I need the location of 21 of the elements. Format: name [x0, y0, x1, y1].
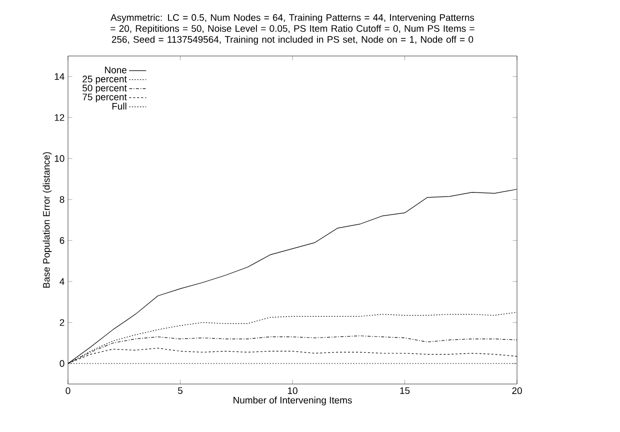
y-tick-label: 0: [60, 360, 64, 367]
legend-label: 75 percent: [82, 94, 127, 102]
x-axis-title: Number of Intervening Items: [234, 396, 352, 406]
x-tick-label: 10: [288, 387, 298, 394]
y-tick-label: 2: [60, 319, 64, 326]
legend-label: 25 percent: [82, 76, 127, 84]
x-tick-label: 15: [400, 387, 410, 394]
y-tick-label: 6: [60, 237, 64, 244]
y-tick-label: 8: [60, 196, 64, 203]
y-tick-label: 12: [54, 114, 64, 121]
legend-label: 50 percent: [82, 84, 127, 94]
legend-label: None: [105, 66, 126, 74]
y-tick-label: 14: [54, 73, 64, 80]
y-tick-label: 4: [60, 278, 64, 285]
x-tick-label: 20: [512, 387, 522, 394]
y-axis-title: Base Population Error (distance): [42, 152, 52, 288]
y-tick-label: 10: [54, 155, 64, 162]
x-tick-label: 5: [178, 387, 182, 394]
x-tick-label: 0: [66, 387, 70, 394]
legend-label: Full: [112, 102, 126, 110]
chart-title: Asymmetric: LC = 0.5, Num Nodes = 64, Training Patterns = 44, Intervening Patterns = 20, Repititions = 50, Noise Level = 0.05, PS Item Ratio Cutoff = 0, Num PS Items = 256, Seed = 1137549564, Training not included in PS set, Node on = 1, Node off = 0: [110, 14, 474, 45]
